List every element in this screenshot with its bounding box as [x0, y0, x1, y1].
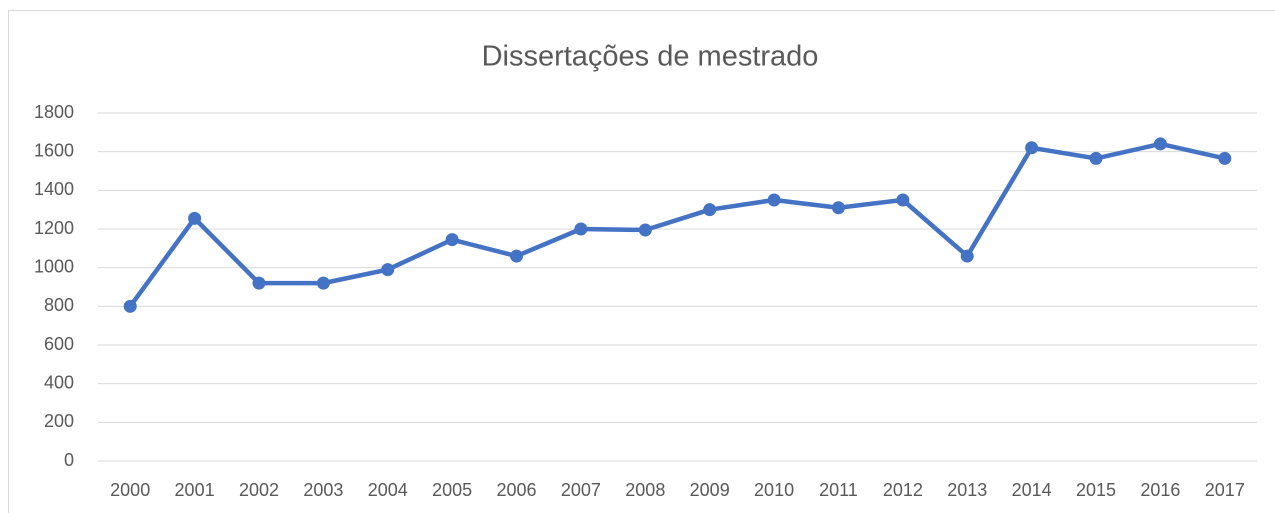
line [128, 141, 1226, 308]
x-tick-label: 2010 [754, 480, 794, 500]
y-tick-label: 600 [44, 334, 74, 354]
x-tick-label: 2015 [1076, 480, 1116, 500]
point [1153, 137, 1167, 151]
point [574, 222, 588, 236]
x-tick-label: 2013 [947, 480, 987, 500]
x-tick-label: 2005 [432, 480, 472, 500]
point [123, 299, 137, 313]
x-tick-label: 2011 [819, 480, 858, 500]
x-tick-label: 2003 [303, 480, 343, 500]
y-tick-label: 1600 [34, 140, 74, 160]
point [381, 263, 395, 277]
x-tick-label: 2006 [497, 480, 537, 500]
point [510, 249, 524, 263]
y-tick-label: 200 [44, 411, 74, 431]
point [767, 193, 781, 207]
x-tick-label: 2012 [883, 480, 923, 500]
y-tick-label: 400 [44, 372, 74, 392]
chart-border [8, 10, 1275, 513]
point [896, 193, 910, 207]
chart-title: Dissertações de mestrado [482, 41, 819, 73]
x-tick-label: 2001 [175, 480, 215, 500]
point [1025, 141, 1039, 155]
point [1218, 151, 1232, 165]
point [638, 223, 652, 237]
y-tick-label: 0 [64, 450, 74, 470]
x-tick-label: 2017 [1205, 480, 1245, 500]
point [316, 276, 330, 290]
point [831, 201, 845, 215]
x-tick-label: 2016 [1140, 480, 1180, 500]
point [445, 233, 459, 247]
y-tick-label: 1000 [34, 256, 74, 276]
x-tick-label: 2014 [1012, 480, 1052, 500]
x-tick-label: 2000 [110, 480, 150, 500]
x-tick-label: 2009 [690, 480, 730, 500]
point [1089, 151, 1103, 165]
x-tick-label: 2002 [239, 480, 279, 500]
x-tick-label: 2004 [368, 480, 408, 500]
y-tick-label: 800 [44, 295, 74, 315]
x-tick-label: 2007 [561, 480, 601, 500]
y-tick-label: 1800 [34, 102, 74, 122]
y-tick-label: 1200 [34, 218, 74, 238]
y-tick-label: 1400 [34, 179, 74, 199]
x-tick-label: 2008 [625, 480, 665, 500]
point [703, 203, 717, 217]
point [188, 211, 202, 225]
point [960, 249, 974, 263]
point [252, 276, 266, 290]
